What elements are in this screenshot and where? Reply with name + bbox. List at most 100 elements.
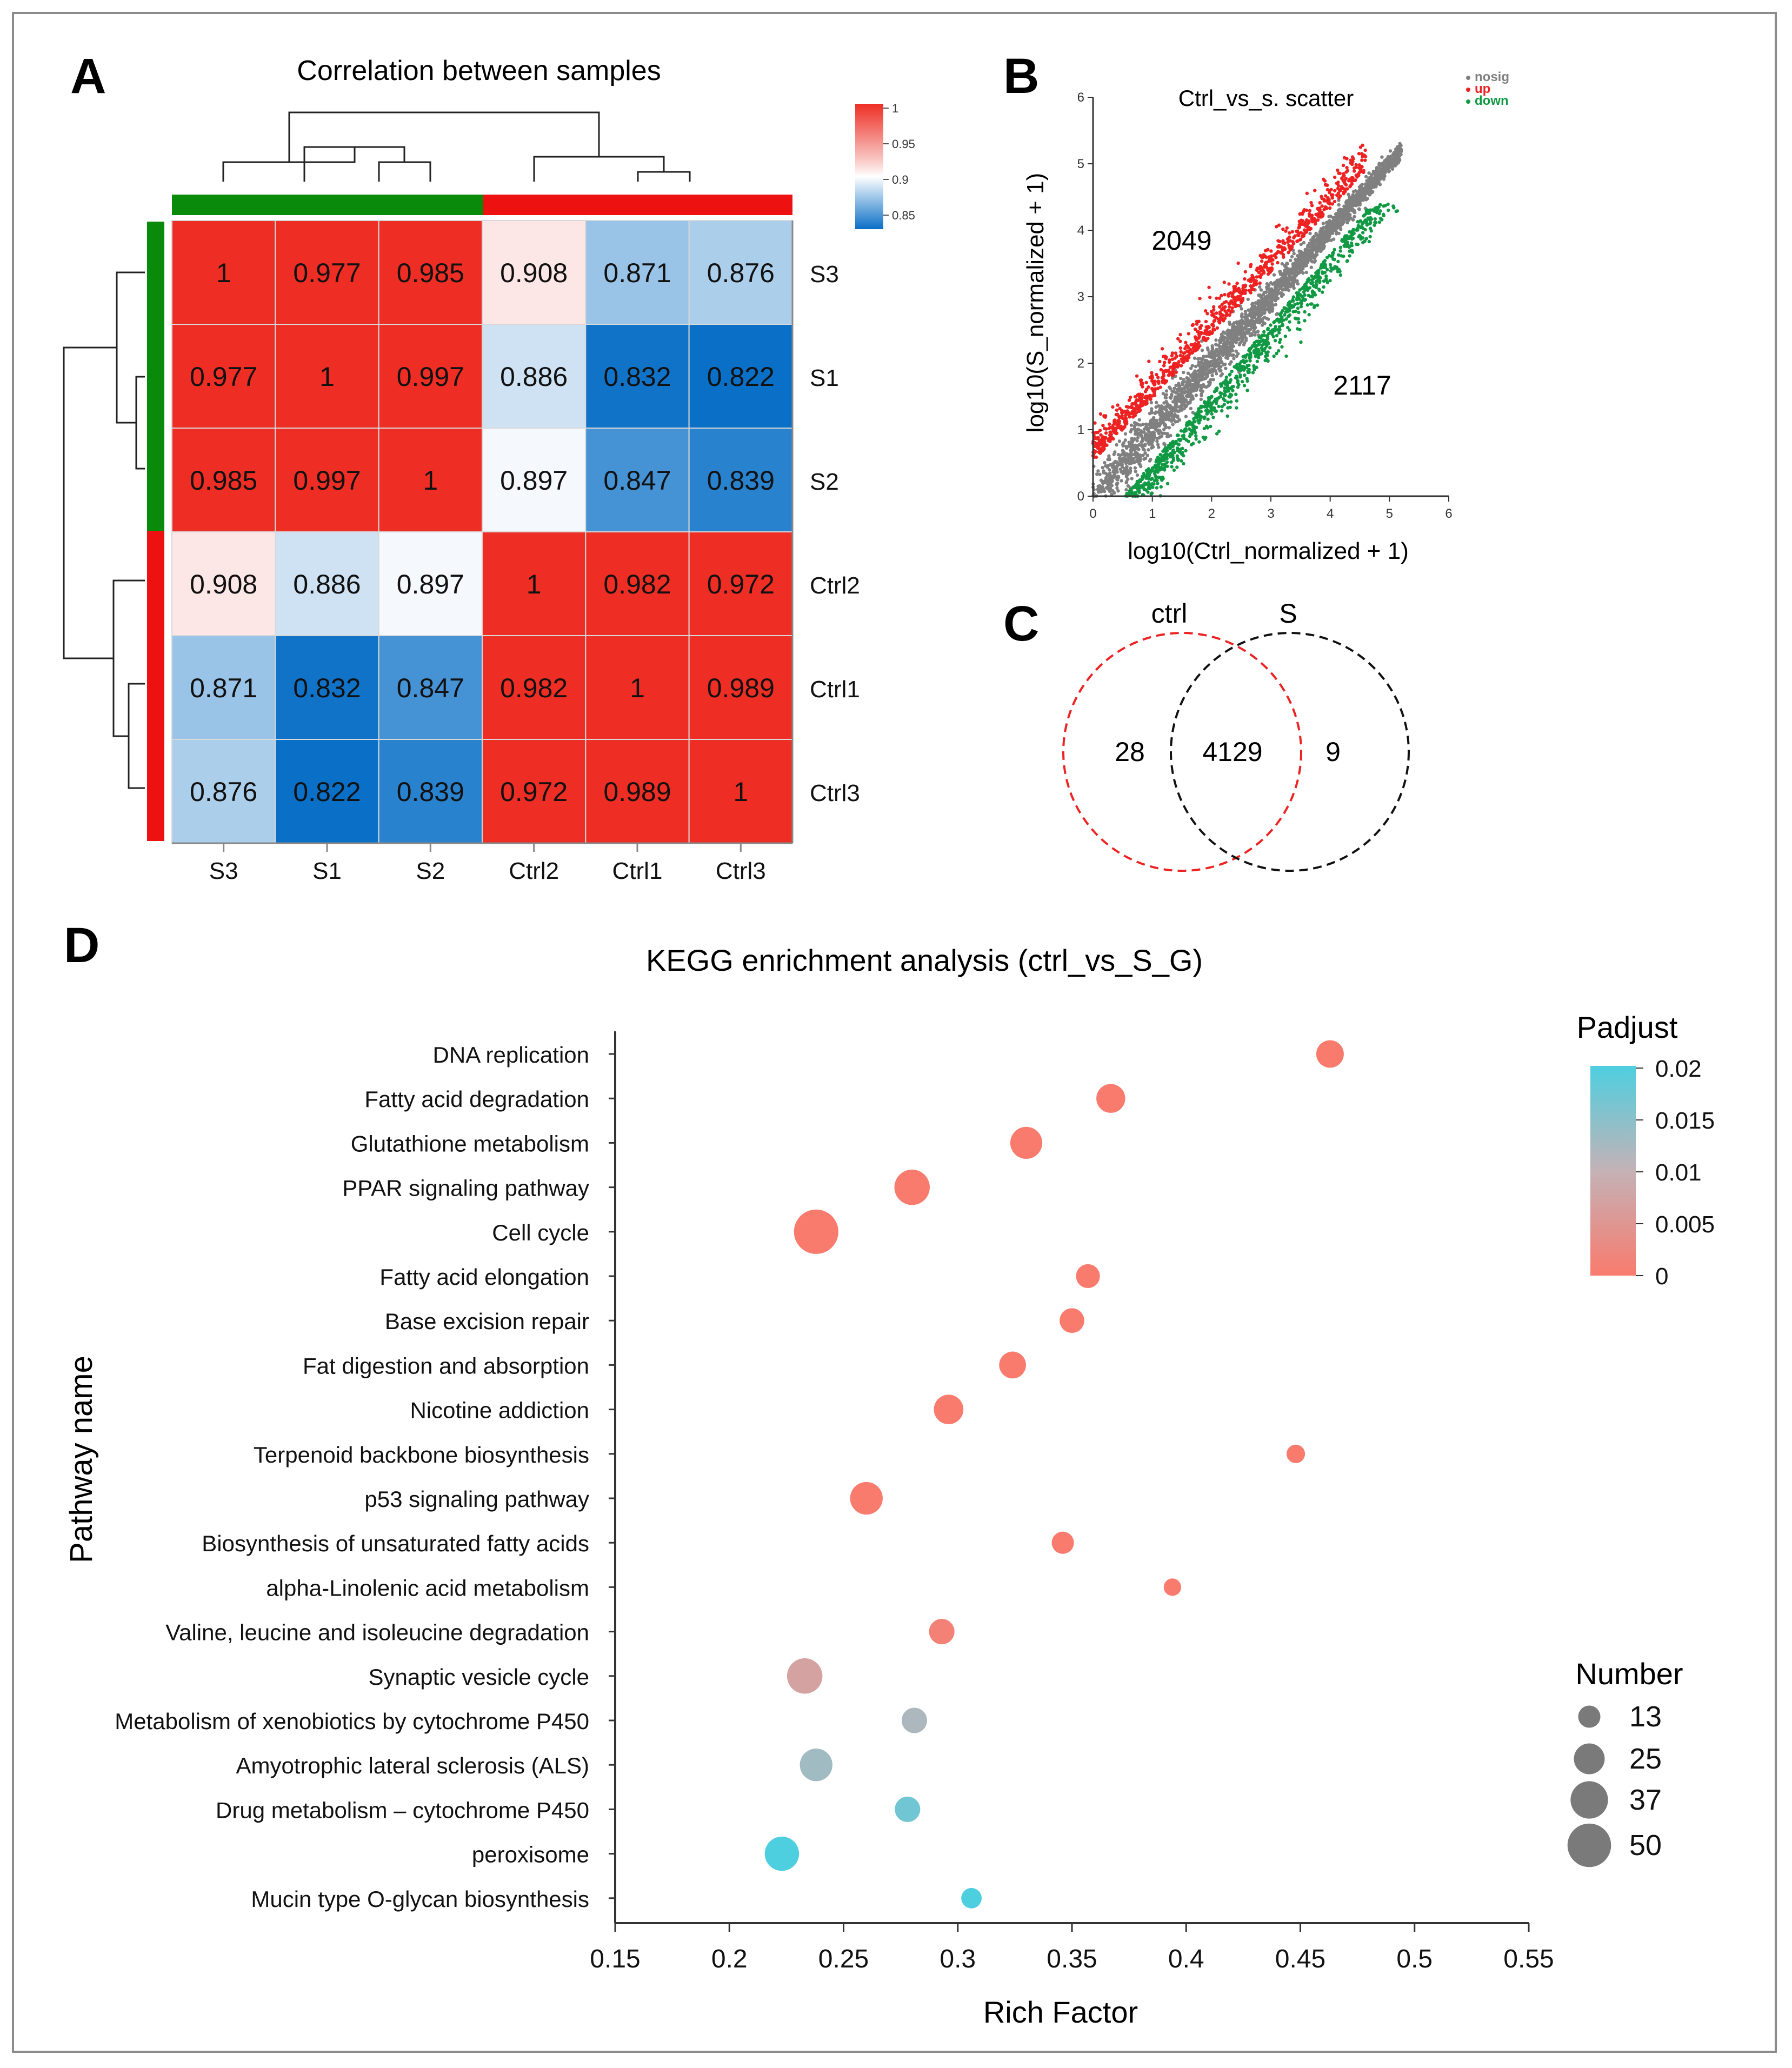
padjust-colorbar-tick-label: 0 xyxy=(1655,1263,1668,1290)
scatter-point-down xyxy=(1276,349,1281,353)
scatter-point-nosig xyxy=(1247,328,1251,332)
kegg-pathway-label: Fat digestion and absorption xyxy=(303,1353,589,1378)
scatter-point-nosig xyxy=(1185,376,1190,381)
scatter-point-down xyxy=(1144,488,1148,492)
scatter-point-nosig xyxy=(1240,337,1244,341)
heatmap-cell-value: 0.839 xyxy=(397,777,464,807)
scatter-point-up xyxy=(1150,386,1154,391)
scatter-point-down xyxy=(1220,405,1224,409)
scatter-point-up xyxy=(1211,305,1216,309)
scatter-point-down xyxy=(1272,321,1276,324)
scatter-point-nosig xyxy=(1341,221,1345,225)
scatter-point-nosig xyxy=(1137,418,1142,422)
heatmap-cell-value: 0.839 xyxy=(707,465,775,496)
scatter-point-up xyxy=(1133,395,1137,399)
scatter-point-up xyxy=(1340,176,1344,180)
scatter-point-nosig xyxy=(1187,401,1190,405)
scatter-point-down xyxy=(1223,398,1227,403)
heatmap-cell xyxy=(275,220,379,325)
scatter-point-up xyxy=(1338,171,1342,175)
scatter-x-tick-label: 3 xyxy=(1267,506,1274,521)
scatter-point-nosig xyxy=(1209,378,1213,382)
scatter-point-nosig xyxy=(1177,382,1181,385)
scatter-point-down xyxy=(1297,321,1301,324)
scatter-point-down xyxy=(1310,302,1314,306)
scatter-point-up xyxy=(1345,169,1350,173)
heatmap-cell-value: 0.982 xyxy=(603,569,671,599)
scatter-point-nosig xyxy=(1317,240,1322,244)
kegg-bubble xyxy=(894,1169,930,1205)
scatter-point-down xyxy=(1323,270,1327,275)
padjust-legend-title: Padjust xyxy=(1577,1010,1678,1044)
scatter-point-nosig xyxy=(1397,149,1402,154)
scatter-point-down xyxy=(1142,471,1146,476)
scatter-point-nosig xyxy=(1164,411,1168,416)
scatter-point-nosig xyxy=(1250,326,1254,330)
scatter-point-up xyxy=(1220,293,1223,298)
scatter-point-up xyxy=(1227,309,1230,312)
scatter-point-nosig xyxy=(1383,159,1387,163)
scatter-point-up xyxy=(1288,231,1291,235)
scatter-point-down xyxy=(1149,470,1153,474)
scatter-point-up xyxy=(1160,376,1164,380)
scatter-point-down xyxy=(1278,338,1282,342)
scatter-point-nosig xyxy=(1289,258,1293,263)
heatmap-cell xyxy=(171,324,276,429)
scatter-point-down xyxy=(1366,216,1370,220)
scatter-point-down xyxy=(1134,483,1138,486)
scatter-point-nosig xyxy=(1307,256,1311,259)
kegg-bubble xyxy=(850,1482,883,1515)
kegg-bubble xyxy=(1076,1264,1100,1289)
scatter-point-nosig xyxy=(1265,303,1270,306)
scatter-point-down xyxy=(1266,326,1270,330)
scatter-point-up xyxy=(1173,356,1177,360)
scatter-point-up xyxy=(1223,309,1227,313)
scatter-point-nosig xyxy=(1202,367,1205,371)
scatter-point-down xyxy=(1277,320,1281,324)
scatter-point-down xyxy=(1291,299,1295,303)
scatter-point-nosig xyxy=(1269,294,1274,298)
scatter-point-nosig xyxy=(1138,463,1142,466)
heatmap-cell-value: 0.886 xyxy=(293,569,361,599)
scatter-point-up xyxy=(1210,323,1214,326)
scatter-point-down xyxy=(1225,382,1229,386)
scatter-point-down xyxy=(1245,379,1249,383)
scatter-point-down xyxy=(1182,433,1186,437)
dendrogram-link xyxy=(116,271,145,424)
scatter-point-up xyxy=(1171,365,1175,370)
scatter-point-nosig xyxy=(1218,369,1222,373)
scatter-point-nosig xyxy=(1247,308,1250,312)
scatter-point-down xyxy=(1369,221,1373,225)
number-legend-title: Number xyxy=(1575,1657,1683,1691)
scatter-point-up xyxy=(1314,212,1318,216)
scatter-point-nosig xyxy=(1141,453,1145,457)
scatter-point-up xyxy=(1198,297,1202,301)
scatter-point-down xyxy=(1235,375,1238,378)
scatter-point-nosig xyxy=(1241,319,1245,323)
scatter-point-nosig xyxy=(1147,442,1151,446)
scatter-point-down xyxy=(1324,277,1328,281)
heatmap-cell-value: 0.847 xyxy=(397,673,464,703)
scatter-point-down xyxy=(1291,305,1296,309)
scatter-point-up xyxy=(1310,204,1314,208)
scatter-point-up xyxy=(1275,225,1278,229)
scatter-point-nosig xyxy=(1150,409,1154,413)
scatter-point-nosig xyxy=(1141,436,1144,440)
scatter-point-down xyxy=(1313,293,1317,297)
scatter-point-up xyxy=(1255,275,1259,279)
scatter-point-up xyxy=(1323,206,1327,210)
scatter-point-down xyxy=(1386,202,1390,206)
scatter-point-down xyxy=(1338,273,1343,277)
scatter-point-down xyxy=(1235,406,1238,410)
scatter-point-down xyxy=(1287,328,1291,332)
padjust-colorbar xyxy=(1590,1066,1636,1276)
heatmap-cell-value: 0.876 xyxy=(190,777,257,807)
scatter-point-nosig xyxy=(1133,432,1137,436)
scatter-point-nosig xyxy=(1208,381,1213,385)
scatter-point-nosig xyxy=(1184,415,1188,418)
scatter-point-up xyxy=(1214,311,1218,315)
scatter-point-down xyxy=(1341,239,1344,243)
scatter-point-nosig xyxy=(1215,372,1218,376)
scatter-point-down xyxy=(1303,293,1307,297)
scatter-point-nosig xyxy=(1105,473,1110,477)
